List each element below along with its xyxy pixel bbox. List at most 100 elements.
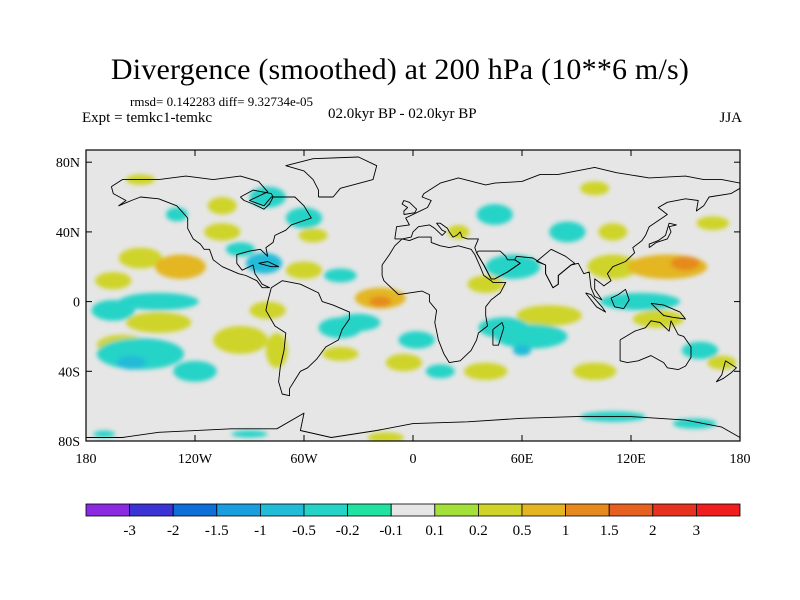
- colorbar-label: -1: [254, 523, 267, 539]
- coastline-new-guinea: [650, 302, 686, 320]
- field-region: [476, 204, 513, 225]
- field-region: [369, 296, 392, 307]
- colorbar-box: [347, 503, 392, 517]
- coastline-antarctica: [86, 412, 740, 438]
- period-label: 02.0kyr BP - 02.0kyr BP: [328, 106, 477, 122]
- field-region: [93, 430, 116, 438]
- field-region: [672, 418, 717, 429]
- field-region: [204, 223, 241, 241]
- field-region: [118, 247, 163, 269]
- colorbar-box: [434, 503, 479, 517]
- colorbar-label: 1: [562, 523, 570, 539]
- colorbar-box: [608, 503, 654, 517]
- field-region: [696, 216, 730, 231]
- coastline-arabia: [476, 250, 521, 280]
- coastline-great-britain: [401, 200, 418, 215]
- field-region: [572, 362, 617, 381]
- field-region: [598, 223, 628, 241]
- colorbar-box: [129, 503, 174, 517]
- field-region: [173, 360, 217, 382]
- y-tick-label: 0: [73, 296, 80, 311]
- field-region: [516, 305, 582, 326]
- field-region: [494, 324, 568, 349]
- coastline-europe-asia: [394, 166, 740, 301]
- colorbar-label: -2: [167, 523, 180, 539]
- field-region: [322, 346, 359, 361]
- coastline-africa: [381, 236, 507, 364]
- field-region: [467, 275, 504, 293]
- colorbar-label: -0.5: [292, 523, 316, 539]
- coastline-cuba: [258, 261, 280, 268]
- coastline-south-america: [265, 280, 350, 397]
- field-region: [95, 271, 132, 290]
- y-tick-label: 80N: [56, 156, 80, 171]
- colorbar-box: [565, 503, 610, 517]
- x-tick-label: 120W: [178, 452, 213, 467]
- colorbar-label: -3: [123, 523, 136, 539]
- colorbar-box: [521, 503, 566, 517]
- field-region: [632, 310, 684, 328]
- colorbar-label: 0.2: [469, 523, 488, 539]
- field-region: [512, 345, 532, 356]
- x-tick-label: 0: [410, 452, 417, 467]
- field-region: [681, 341, 719, 360]
- field-region: [367, 432, 404, 441]
- field-region: [165, 207, 188, 222]
- colorbar-label: 2: [649, 523, 657, 539]
- y-tick-label: 40S: [58, 365, 80, 380]
- colorbar-label: 3: [693, 523, 701, 539]
- stats-text: rmsd= 0.142283 diff= 9.32734e-05: [130, 94, 314, 109]
- colorbar-box: [172, 503, 218, 517]
- field-region: [155, 254, 206, 279]
- experiment-label: Expt = temkc1-temkc: [82, 110, 213, 126]
- field-region: [670, 256, 701, 271]
- colorbar-box: [85, 503, 130, 517]
- field-region: [231, 430, 268, 438]
- field-region: [249, 301, 286, 320]
- field-region: [249, 186, 286, 208]
- field-region: [207, 197, 237, 215]
- colorbar-box: [259, 503, 305, 517]
- field-region: [425, 364, 455, 379]
- colorbar-label: -0.1: [379, 523, 403, 539]
- field-region: [225, 242, 255, 257]
- coastline-australia: [619, 320, 692, 371]
- plot-title: Divergence (smoothed) at 200 hPa (10**6 …: [110, 53, 690, 86]
- field-contours: [91, 174, 737, 441]
- field-region: [549, 221, 586, 243]
- field-region: [91, 299, 136, 321]
- x-tick-label: 120E: [616, 452, 646, 467]
- colorbar-label: -0.2: [336, 523, 360, 539]
- x-tick-label: 180: [76, 452, 97, 467]
- coastline-new-zealand: [715, 360, 737, 383]
- field-region: [213, 325, 268, 354]
- y-tick-label: 40N: [56, 226, 80, 241]
- field-region: [580, 181, 610, 196]
- coastline-borneo: [610, 288, 630, 310]
- colorbar-label: 0.5: [513, 523, 532, 539]
- field-region: [285, 261, 323, 279]
- coastline-greenland: [285, 156, 378, 198]
- field-region: [398, 331, 435, 349]
- x-tick-label: 60W: [290, 452, 318, 467]
- colorbar-box: [652, 503, 697, 517]
- colorbar-box: [303, 503, 348, 517]
- field-region: [125, 312, 192, 333]
- field-region: [447, 224, 470, 239]
- x-tick-label: 60E: [511, 452, 534, 467]
- colorbar-label: -1.5: [205, 523, 229, 539]
- coastline-india: [536, 248, 576, 289]
- colorbar-box: [696, 503, 741, 517]
- y-tick-label: 80S: [58, 435, 80, 450]
- field-region: [323, 268, 357, 283]
- colorbar-box: [390, 503, 436, 517]
- x-tick-label: 180: [730, 452, 751, 467]
- colorbar-box: [477, 503, 523, 517]
- colorbar-label: 0.1: [425, 523, 444, 539]
- field-region: [245, 252, 283, 274]
- field-region: [116, 355, 146, 370]
- coastline-japan: [648, 222, 677, 248]
- field-region: [463, 362, 508, 381]
- coastline-north-america: [110, 175, 312, 289]
